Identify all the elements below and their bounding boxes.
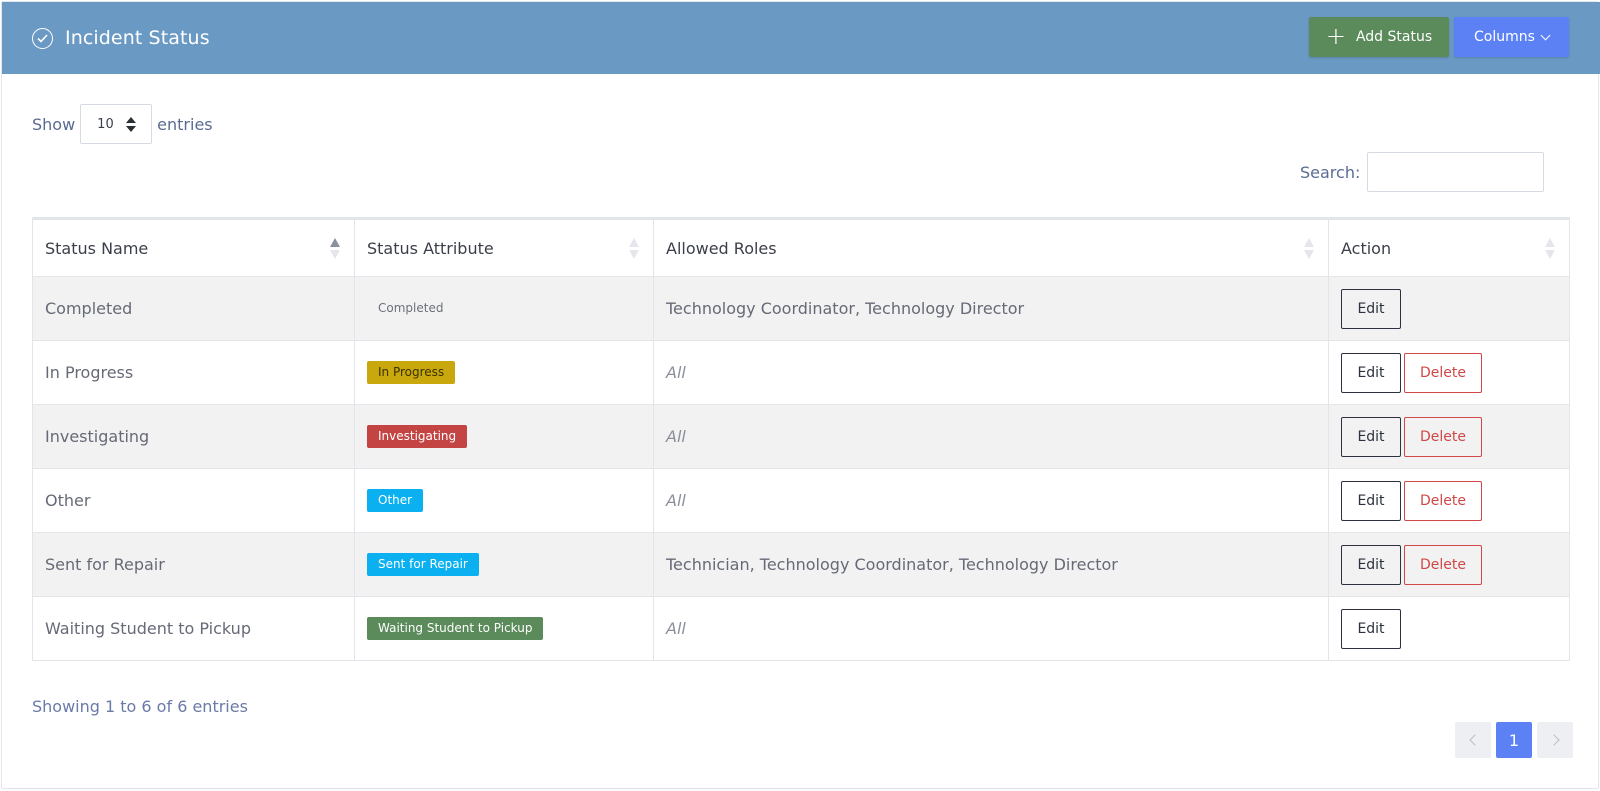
card-header: Incident Status: [2, 2, 1600, 74]
status-badge: Other: [367, 488, 424, 513]
title-wrap: Incident Status: [32, 2, 210, 74]
action-cell: Edit Delete: [1328, 532, 1570, 597]
column-header-status-attribute[interactable]: Status Attribute: [354, 217, 654, 277]
table-row: Sent for Repair Sent for Repair Technician…: [32, 532, 1570, 597]
sort-arrows-icon: [126, 117, 137, 133]
columns-dropdown-button[interactable]: Columns: [1454, 17, 1569, 57]
allowed-roles-cell: Technology Coordinator, Technology Direc…: [653, 276, 1329, 341]
status-attribute-cell: Investigating: [354, 404, 654, 469]
status-badge: Waiting Student to Pickup: [367, 616, 544, 641]
chevron-down-icon: [1540, 30, 1551, 40]
status-attribute-cell: Waiting Student to Pickup: [354, 596, 654, 661]
table-header-row: Status Name Status Attribute Allowed Rol…: [32, 217, 1570, 277]
table-info: Showing 1 to 6 of 6 entries: [32, 697, 248, 716]
delete-button[interactable]: Delete: [1404, 480, 1482, 521]
table-row: Waiting Student to Pickup Waiting Student…: [32, 596, 1570, 661]
status-attribute-cell: Other: [354, 468, 654, 533]
plus-icon: +: [1325, 22, 1346, 50]
status-name-cell: Other: [32, 468, 355, 533]
edit-button[interactable]: Edit: [1341, 480, 1401, 521]
allowed-roles-cell: All: [653, 404, 1329, 469]
allowed-roles-cell: All: [653, 468, 1329, 533]
status-table: Status Name Status Attribute Allowed Rol…: [32, 217, 1570, 661]
search-label: Search:: [1300, 162, 1361, 182]
status-name-cell: Waiting Student to Pickup: [32, 596, 355, 661]
column-header-allowed-roles[interactable]: Allowed Roles: [653, 217, 1329, 277]
page-title: Incident Status: [65, 27, 210, 49]
edit-button[interactable]: Edit: [1341, 288, 1401, 329]
status-badge: Completed: [378, 300, 444, 315]
status-name-cell: Sent for Repair: [32, 532, 355, 597]
sort-icon: [629, 238, 639, 260]
status-attribute-cell: In Progress: [354, 340, 654, 405]
column-header-label: Allowed Roles: [666, 238, 777, 258]
table-row: In Progress In Progress All Edit Delete: [32, 340, 1570, 405]
search-control: Search:: [1300, 152, 1545, 192]
table-row: Other Other All Edit Delete: [32, 468, 1570, 533]
entries-length-control: Show 10 entries: [32, 104, 213, 144]
check-circle-icon: [32, 27, 53, 49]
edit-button[interactable]: Edit: [1341, 608, 1401, 649]
show-label: Show: [32, 114, 76, 134]
table-row: Completed Completed Technology Coordinator…: [32, 276, 1570, 341]
sort-icon: [1304, 238, 1314, 260]
status-badge: Sent for Repair: [367, 552, 479, 577]
edit-button[interactable]: Edit: [1341, 544, 1401, 585]
pagination-page[interactable]: 1: [1496, 722, 1532, 758]
allowed-roles-cell: Technician, Technology Coordinator, Tech…: [653, 532, 1329, 597]
delete-button[interactable]: Delete: [1404, 544, 1482, 585]
pagination-next[interactable]: [1537, 722, 1573, 758]
status-name-cell: In Progress: [32, 340, 355, 405]
table-row: Investigating Investigating All Edit Delete: [32, 404, 1570, 469]
action-cell: Edit Delete: [1328, 404, 1570, 469]
entries-label: entries: [157, 114, 213, 134]
action-cell: Edit Delete: [1328, 340, 1570, 405]
edit-button[interactable]: Edit: [1341, 352, 1401, 393]
delete-button[interactable]: Delete: [1404, 352, 1482, 393]
chevron-left-icon: [1468, 734, 1481, 746]
allowed-roles-cell: All: [653, 340, 1329, 405]
status-attribute-cell: Completed: [354, 276, 654, 341]
status-badge: Investigating: [367, 424, 468, 449]
status-name-cell: Investigating: [32, 404, 355, 469]
delete-button[interactable]: Delete: [1404, 416, 1482, 457]
column-header-label: Status Attribute: [367, 238, 494, 258]
action-cell: Edit Delete: [1328, 468, 1570, 533]
add-status-label: Add Status: [1355, 29, 1433, 45]
entries-length-select[interactable]: 10: [80, 104, 153, 144]
status-name-cell: Completed: [32, 276, 355, 341]
action-cell: Edit: [1328, 596, 1570, 661]
column-header-status-name[interactable]: Status Name: [32, 217, 355, 277]
add-status-button[interactable]: + Add Status: [1309, 17, 1449, 57]
allowed-roles-cell: All: [653, 596, 1329, 661]
action-cell: Edit: [1328, 276, 1570, 341]
sort-asc-icon: [330, 238, 340, 260]
pagination: 1: [1450, 722, 1573, 758]
chevron-right-icon: [1547, 734, 1560, 746]
status-attribute-cell: Sent for Repair: [354, 532, 654, 597]
column-header-label: Status Name: [45, 238, 149, 258]
column-header-action[interactable]: Action: [1328, 217, 1570, 277]
table-body: Completed Completed Technology Coordinator…: [32, 276, 1570, 661]
entries-length-value: 10: [97, 116, 114, 132]
pagination-previous[interactable]: [1455, 722, 1491, 758]
edit-button[interactable]: Edit: [1341, 416, 1401, 457]
column-header-label: Action: [1341, 238, 1392, 258]
status-badge: In Progress: [367, 360, 456, 385]
columns-label: Columns: [1474, 29, 1535, 45]
search-input[interactable]: [1367, 152, 1545, 192]
sort-icon: [1545, 238, 1555, 260]
